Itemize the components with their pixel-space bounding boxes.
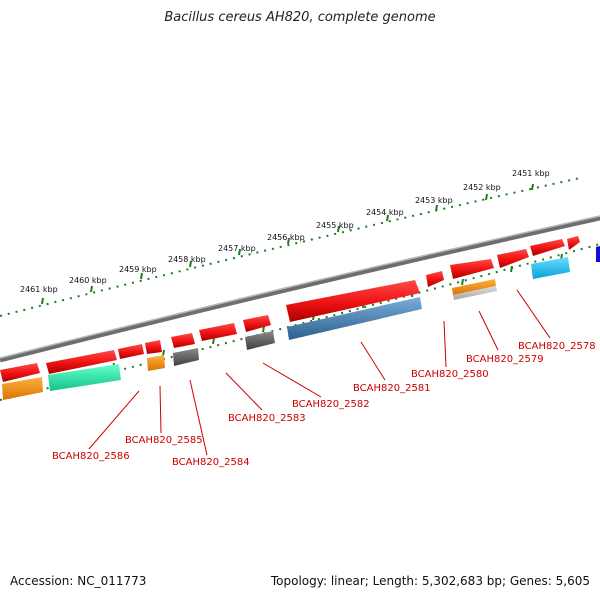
gene-arrow — [199, 323, 237, 341]
label-leader-lines — [88, 289, 551, 456]
ruler-label-2458: 2458 kbp — [168, 255, 206, 264]
gene-label-2583: BCAH820_2583 — [228, 413, 306, 424]
gene-label-2579: BCAH820_2579 — [466, 354, 544, 365]
gene-arrow — [286, 280, 420, 322]
feature-bar-lightgray — [453, 286, 497, 300]
feature-bar-gray — [173, 348, 199, 366]
gene-label-2584: BCAH820_2584 — [172, 457, 250, 468]
leader-line-2584 — [189, 379, 208, 456]
ruler-label-2454: 2454 kbp — [366, 208, 404, 217]
feature-bar-gray — [245, 331, 275, 350]
ruler-tick — [531, 183, 534, 191]
gene-arrow — [567, 236, 580, 250]
feature-bar-orange — [2, 377, 43, 400]
feature-bar-orange — [452, 279, 496, 295]
gene-arrow — [118, 344, 144, 359]
gene-arrow — [426, 271, 444, 287]
ruler-tick — [90, 285, 93, 293]
genome-backbone-highlight — [0, 215, 600, 359]
ruler-tick — [189, 260, 192, 268]
ruler-tick — [41, 297, 44, 305]
gene-arrow — [0, 363, 40, 382]
gene-arrow — [46, 350, 117, 374]
gene-label-2586: BCAH820_2586 — [52, 451, 130, 462]
leader-line-2579 — [478, 310, 499, 351]
ruler-label-2457: 2457 kbp — [218, 244, 256, 253]
ruler-label-2451: 2451 kbp — [512, 169, 550, 178]
accession-text: Accession: NC_011773 — [10, 574, 147, 588]
topology-text: Topology: linear; Length: 5,302,683 bp; … — [270, 574, 590, 588]
leader-line-2582 — [262, 362, 322, 398]
leader-line-2581 — [360, 341, 386, 381]
ruler-label-2461: 2461 kbp — [20, 285, 58, 294]
gene-labels: BCAH820_2578 BCAH820_2579 BCAH820_2580 B… — [52, 341, 596, 468]
gene-arrow — [497, 249, 529, 268]
ruler-tick — [140, 272, 143, 280]
gene-label-2585: BCAH820_2585 — [125, 435, 203, 446]
feature-bar-teal — [48, 364, 121, 391]
gene-arrow — [243, 315, 271, 332]
forward-genes — [0, 236, 580, 382]
feature-bar-orange — [147, 355, 165, 371]
ruler-label-2455: 2455 kbp — [316, 221, 354, 230]
ruler-labels: 2451 kbp 2452 kbp 2453 kbp 2454 kbp 2455… — [20, 169, 550, 294]
ruler-tick — [287, 237, 290, 245]
genome-title: Bacillus cereus AH820, complete genome — [164, 10, 436, 25]
leader-line-2578 — [516, 289, 551, 339]
gene-arrow — [530, 239, 565, 256]
ruler-major-ticks — [41, 183, 534, 305]
ruler-outer-track — [0, 177, 581, 317]
ruler-tick — [337, 225, 340, 233]
ruler-label-2453: 2453 kbp — [415, 196, 453, 205]
ruler-tick — [162, 349, 165, 357]
ruler-label-2452: 2452 kbp — [463, 183, 501, 192]
feature-bar-cyan — [531, 257, 570, 279]
ruler-tick — [435, 204, 438, 212]
gene-label-2582: BCAH820_2582 — [292, 399, 370, 410]
gene-label-2578: BCAH820_2578 — [518, 341, 596, 352]
gene-arrow — [145, 340, 162, 354]
ruler-tick — [386, 214, 389, 222]
ruler-label-2456: 2456 kbp — [267, 233, 305, 242]
gene-label-2581: BCAH820_2581 — [353, 383, 431, 394]
feature-bar-blue — [596, 246, 600, 262]
feature-bar-steel — [287, 297, 422, 340]
ruler-label-2459: 2459 kbp — [119, 265, 157, 274]
genome-backbone — [0, 215, 600, 363]
gene-arrow — [171, 333, 195, 348]
ruler-tick — [212, 337, 215, 345]
ruler-tick — [238, 248, 241, 256]
leader-line-2580 — [443, 320, 447, 368]
ruler-tick — [461, 278, 464, 286]
ruler-label-2460: 2460 kbp — [69, 276, 107, 285]
ruler-tick — [510, 265, 513, 273]
leader-line-2583 — [225, 372, 263, 411]
leader-line-2585 — [159, 385, 162, 434]
feature-bars — [2, 246, 600, 400]
gene-label-2580: BCAH820_2580 — [411, 369, 489, 380]
gene-arrow — [450, 259, 494, 279]
ruler-tick — [485, 193, 488, 201]
leader-line-2586 — [88, 390, 140, 450]
